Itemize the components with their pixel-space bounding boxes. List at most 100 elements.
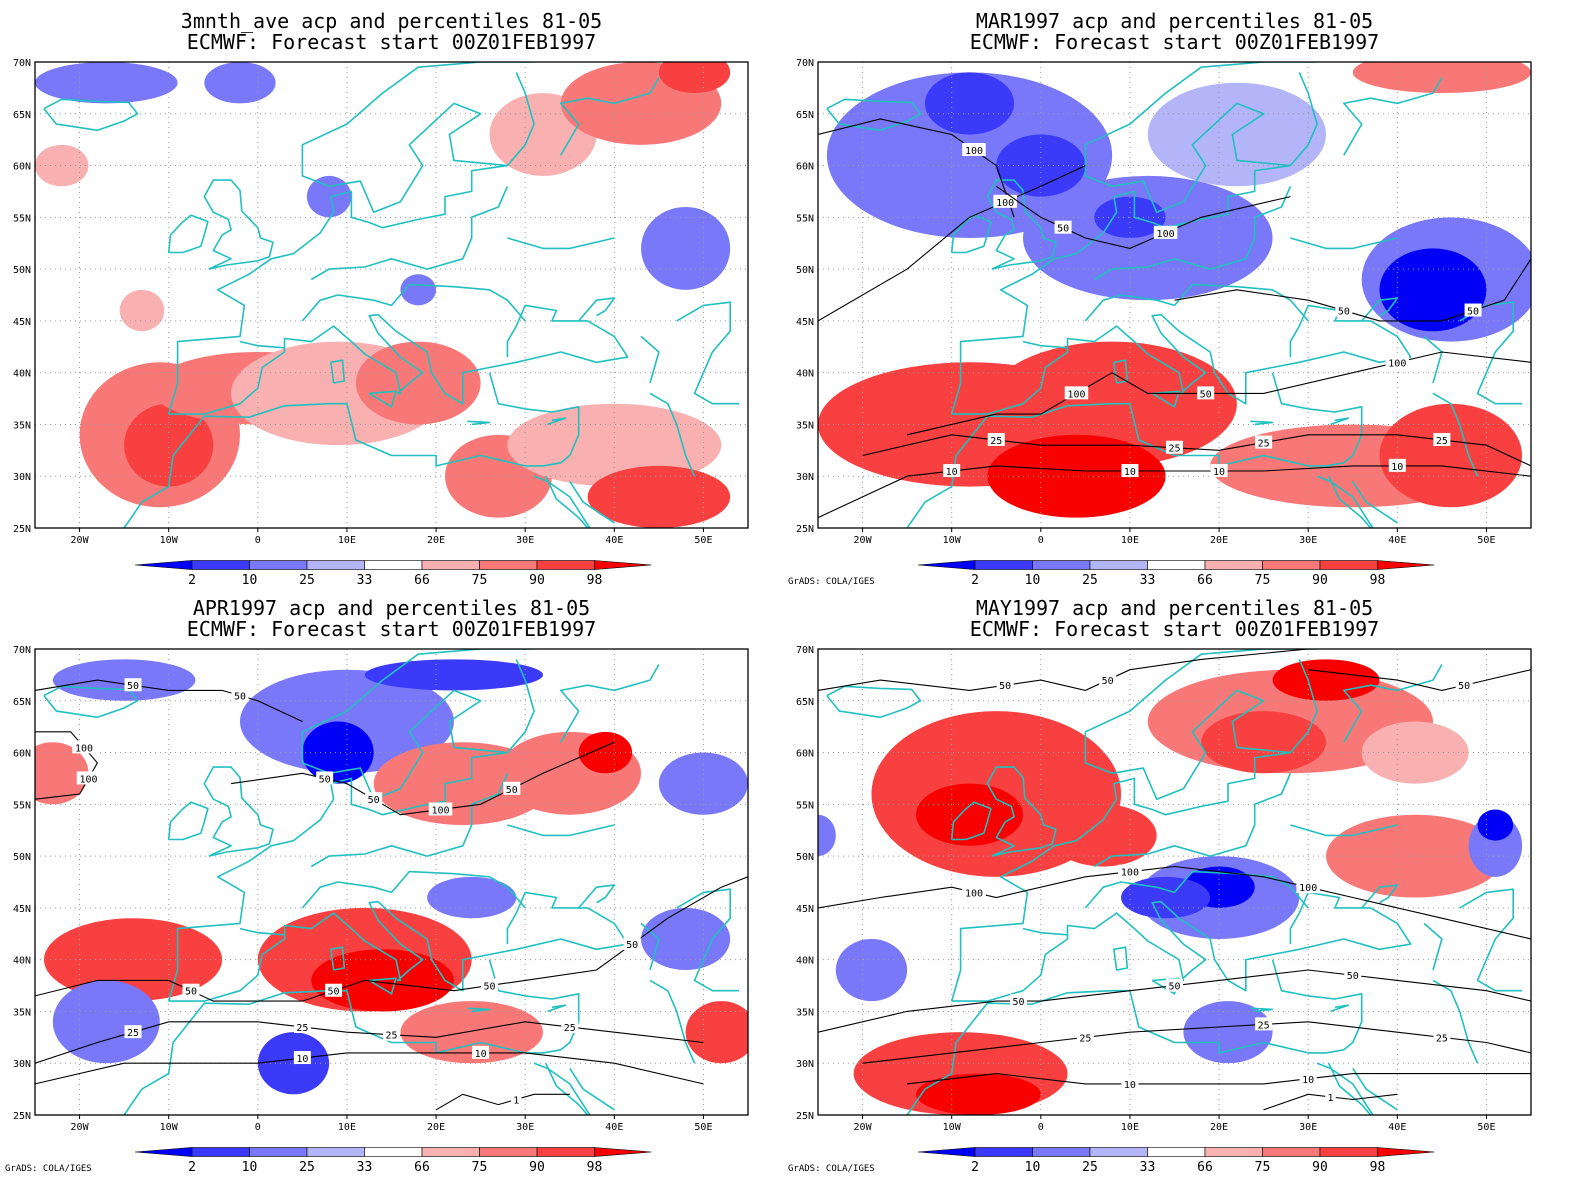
- svg-text:100: 100: [431, 806, 449, 817]
- colorbar-bin: [1089, 1147, 1148, 1157]
- contour-line: [907, 1073, 1531, 1085]
- svg-text:50: 50: [1013, 997, 1025, 1008]
- lon-tick-label: 10W: [160, 1122, 179, 1133]
- colorbar-bin: [191, 1147, 250, 1157]
- colorbar-label: 2: [971, 573, 979, 588]
- colorbar-label: 98: [587, 573, 603, 588]
- lat-tick-label: 40N: [796, 956, 814, 967]
- lon-tick-label: 0: [255, 535, 261, 546]
- colorbar-label: 10: [242, 1160, 258, 1175]
- percentile-area: [1049, 804, 1157, 867]
- colorbar-low-arrow: [917, 1147, 976, 1157]
- lon-tick-label: 10E: [338, 535, 356, 546]
- lon-tick-label: 50E: [1477, 1122, 1495, 1133]
- colorbar-bin: [1319, 1147, 1378, 1157]
- contour-line: [35, 1052, 704, 1085]
- contour-label: 10: [1121, 464, 1139, 478]
- svg-text:50: 50: [626, 940, 638, 951]
- lat-tick-label: 35N: [13, 420, 31, 431]
- percentile-area: [641, 206, 731, 290]
- contour-label: 50: [1197, 386, 1215, 400]
- colorbar-bin: [306, 560, 365, 570]
- lat-tick-label: 40N: [13, 956, 31, 967]
- svg-text:25: 25: [1168, 444, 1180, 455]
- contour-label: 50: [1335, 303, 1353, 318]
- colorbar-bin: [1204, 560, 1263, 570]
- lat-tick-label: 50N: [13, 852, 31, 863]
- colorbar-label: 90: [1312, 1160, 1328, 1175]
- map-panel-4: MAY1997 acp and percentiles 81-05ECMWF: …: [788, 596, 1532, 1175]
- svg-text:100: 100: [965, 888, 983, 899]
- map-frame: [817, 61, 1532, 529]
- svg-text:50: 50: [234, 692, 246, 703]
- contour-label: 50: [481, 978, 499, 993]
- colorbar-label: 25: [299, 1160, 315, 1175]
- contour-line: [818, 465, 1531, 519]
- percentile-area: [400, 1001, 544, 1064]
- svg-text:25: 25: [564, 1023, 576, 1034]
- percentile-area: [257, 1032, 330, 1095]
- contour-label: 100: [962, 143, 986, 157]
- svg-text:100: 100: [1299, 883, 1317, 894]
- map-panel-2: MAR1997 acp and percentiles 81-05ECMWF: …: [788, 9, 1532, 588]
- contour-label: 50: [1455, 678, 1473, 692]
- colorbar-label: 66: [1197, 1160, 1213, 1175]
- lat-tick-label: 55N: [13, 800, 31, 811]
- contour-label: 50: [124, 678, 142, 692]
- contour-label: 100: [1153, 225, 1178, 240]
- colorbar-bin: [249, 560, 308, 570]
- lon-tick-label: 50E: [694, 535, 712, 546]
- percentile-area: [916, 1073, 1041, 1115]
- map-frame: [817, 648, 1532, 1116]
- lon-tick-label: 20E: [427, 535, 445, 546]
- colorbar-bin: [306, 1147, 365, 1157]
- contour-label: 50: [623, 937, 641, 951]
- lat-tick-label: 55N: [796, 213, 814, 224]
- lon-tick-label: 0: [255, 1122, 261, 1133]
- percentile-area: [1121, 876, 1211, 919]
- lat-tick-label: 30N: [13, 472, 31, 483]
- lon-tick-label: 30E: [1299, 535, 1317, 546]
- lat-tick-label: 45N: [13, 904, 31, 915]
- svg-text:50: 50: [1458, 681, 1470, 692]
- contour-label: 25: [987, 432, 1005, 447]
- colorbar-bin: [421, 1147, 480, 1157]
- colorbar-bin: [249, 1147, 308, 1157]
- svg-text:50: 50: [999, 681, 1011, 692]
- colorbar-label: 66: [414, 1160, 430, 1175]
- contour-line: [818, 649, 1309, 691]
- contour-line: [1174, 258, 1531, 322]
- colorbar-bin: [479, 560, 538, 570]
- lon-tick-label: 50E: [1477, 535, 1495, 546]
- svg-text:50: 50: [328, 987, 340, 998]
- percentile-area: [119, 289, 165, 332]
- svg-text:25: 25: [990, 436, 1002, 447]
- contour-label: 50: [503, 781, 521, 796]
- contour-label: 50: [182, 983, 200, 998]
- contour-label: 50: [365, 792, 383, 806]
- percentile-colorbar: 2 10 25 33 66 75 90 98: [134, 560, 652, 588]
- colorbar-label: 25: [299, 573, 315, 588]
- lon-tick-label: 40E: [1388, 535, 1406, 546]
- contour-label: 25: [383, 1027, 400, 1042]
- svg-text:10: 10: [475, 1049, 487, 1060]
- svg-text:25: 25: [127, 1028, 139, 1039]
- colorbar-low-arrow: [917, 560, 976, 570]
- svg-text:50: 50: [1467, 307, 1479, 318]
- percentile-area: [987, 434, 1166, 518]
- svg-text:10: 10: [1124, 1080, 1136, 1091]
- svg-text:50: 50: [185, 987, 197, 998]
- percentile-colorbar: 2 10 25 33 66 75 90 98: [917, 560, 1435, 588]
- svg-text:10: 10: [1302, 1075, 1314, 1086]
- colorbar-bin: [1147, 560, 1206, 570]
- svg-text:50: 50: [484, 982, 496, 993]
- svg-text:25: 25: [1258, 439, 1270, 450]
- percentile-area: [1379, 248, 1487, 332]
- colorbar-label: 75: [472, 573, 488, 588]
- svg-text:100: 100: [75, 743, 93, 754]
- lon-tick-label: 10E: [338, 1122, 356, 1133]
- percentile-area: [400, 274, 437, 306]
- lat-tick-label: 25N: [13, 1111, 31, 1122]
- svg-text:50: 50: [319, 774, 331, 785]
- colorbar-bin: [1147, 1147, 1206, 1157]
